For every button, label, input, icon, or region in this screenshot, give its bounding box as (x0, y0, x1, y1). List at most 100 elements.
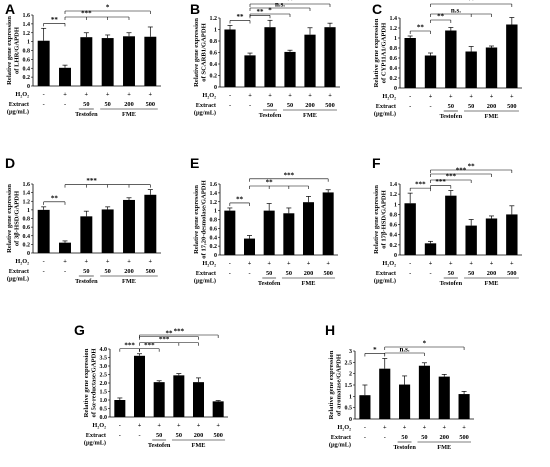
bar (445, 195, 457, 255)
extract-cell: - (138, 432, 140, 439)
h2o2-cell: - (364, 424, 366, 431)
h2o2-cell: + (149, 258, 153, 265)
extract-cell: 50 (448, 103, 454, 110)
bar (243, 238, 256, 255)
y-axis-label: Relative gene expressionof SCARB1/GAPDH (193, 18, 208, 87)
extract-cell: 200 (305, 102, 314, 109)
h2o2-cell: - (229, 92, 231, 99)
bar (59, 242, 71, 253)
row-label-extract: Extract (86, 432, 107, 439)
group-label-testofen: Testofen (440, 280, 463, 287)
row-label-extract: Extract (331, 434, 352, 441)
y-tick-label: 0 (394, 86, 397, 92)
y-tick-label: 0.2 (23, 75, 31, 81)
row-label-h2o2: H₂O₂ (15, 91, 29, 98)
extract-cell: - (409, 270, 411, 277)
bar (438, 376, 450, 419)
bar (264, 27, 276, 87)
extract-cell: 50 (267, 102, 273, 109)
h2o2-cell: + (326, 260, 330, 267)
h2o2-cell: + (157, 422, 161, 429)
y-axis-label-line: of aromatase/GAPDH (336, 353, 343, 416)
y-tick-label: 0 (349, 417, 352, 423)
bar (465, 225, 477, 255)
group-label-testofen: Testofen (440, 113, 463, 120)
y-tick-label: 1 (394, 36, 397, 42)
row-label-extract: Extract (196, 270, 217, 277)
significance-label: *** (435, 178, 446, 186)
group-label-testofen: Testofen (75, 111, 98, 118)
h2o2-cell: + (138, 422, 142, 429)
y-axis-label: Relative gene expressionof 3β-HSD/GAPDH (6, 184, 21, 253)
significance-label: * (373, 346, 377, 354)
extract-cell: - (229, 102, 231, 109)
y-tick-label: 0 (27, 84, 30, 90)
panel-label: A (5, 1, 15, 17)
y-tick-label: 0.0 (100, 415, 108, 421)
y-tick-label: 0.2 (390, 76, 398, 82)
y-tick-label: 2.5 (100, 373, 108, 379)
bar (224, 210, 236, 255)
y-tick-label: 0.4 (23, 66, 31, 72)
significance-label: ** (236, 195, 244, 203)
row-label-unit: (μg/mL) (7, 109, 29, 116)
bar (101, 38, 114, 86)
significance-label: ** (166, 329, 174, 337)
panel-f: F Relative gene expressionof 17β-HSD/GAPD… (372, 155, 522, 287)
y-tick-label: 1.4 (23, 22, 31, 28)
extract-cell: 200 (304, 270, 313, 277)
bar (212, 401, 224, 417)
h2o2-cell: + (177, 422, 181, 429)
h2o2-cell: + (510, 93, 514, 100)
row-label-unit: (μg/mL) (7, 276, 29, 283)
h2o2-cell: + (216, 422, 220, 429)
significance-label: *** (159, 335, 170, 343)
y-axis-label-line: of 17,20-desmolase/GAPDH (201, 179, 208, 258)
h2o2-cell: - (409, 260, 411, 267)
h2o2-cell: + (288, 92, 292, 99)
bar (399, 384, 411, 419)
y-axis-label-line: Relative gene expression (193, 18, 200, 87)
extract-cell: - (43, 268, 45, 275)
y-tick-label: 3.0 (100, 364, 108, 370)
y-tick-label: 1.5 (100, 390, 108, 396)
y-tick-label: 1.2 (23, 31, 31, 37)
row-label-unit: (μg/mL) (374, 111, 396, 118)
extract-cell: - (409, 103, 411, 110)
significance-label: ** (51, 16, 59, 24)
panel-label: H (325, 322, 335, 338)
bar (244, 55, 256, 87)
panel-label: D (5, 155, 15, 171)
y-tick-label: 0.8 (210, 218, 218, 224)
group-label-testofen: Testofen (258, 280, 281, 287)
h2o2-cell: - (119, 422, 121, 429)
y-tick-label: 2.5 (345, 360, 353, 366)
significance-label: *** (446, 173, 457, 181)
significance-label: ** (237, 13, 245, 21)
bar (144, 36, 157, 86)
extract-cell: - (429, 103, 431, 110)
y-tick-label: 0.8 (23, 217, 31, 223)
h2o2-cell: + (197, 422, 201, 429)
extract-cell: - (249, 102, 251, 109)
h2o2-cell: + (469, 260, 473, 267)
row-label-h2o2: H₂O₂ (382, 93, 396, 100)
panel-label: B (190, 1, 200, 17)
y-axis-label: Relative gene expressionof CYP11A1/GAPDH (373, 18, 388, 87)
bar (506, 214, 518, 255)
y-axis-label-line: of 3β-HSD/GAPDH (14, 190, 21, 246)
extract-cell: 500 (146, 101, 155, 108)
y-tick-label: 0.4 (210, 235, 218, 241)
y-axis-label-line: of CYP11A1/GAPDH (381, 22, 388, 83)
panel-e: E Relative gene expressionof 17,20-desmol… (190, 155, 338, 287)
h2o2-cell: + (127, 91, 131, 98)
y-tick-label: 1 (214, 28, 217, 34)
h2o2-cell: + (328, 92, 332, 99)
y-axis-label: Relative gene expressionof aromatase/GAP… (328, 350, 343, 419)
extract-cell: 500 (323, 270, 332, 277)
row-label-extract: Extract (196, 102, 217, 109)
extract-cell: 500 (325, 102, 334, 109)
y-tick-label: 1.2 (23, 199, 31, 205)
row-label-h2o2: H₂O₂ (202, 92, 216, 99)
